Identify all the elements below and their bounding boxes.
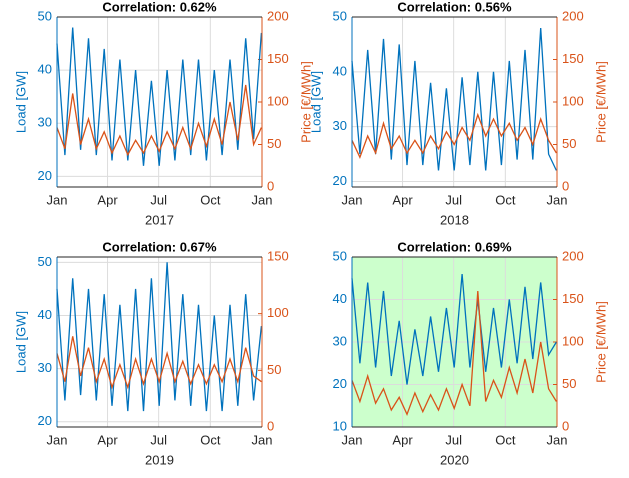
y-tick-label: 50 [333,8,347,23]
y-axis-label: Load [GW] [13,71,28,133]
x-tick-label: Oct [495,192,516,207]
y2-tick-label: 200 [562,8,584,23]
y-tick-label: 30 [333,333,347,348]
x-tick-label: Jan [342,432,363,447]
y-tick-label: 50 [333,248,347,263]
y-axis-label: Load [GW] [308,71,323,133]
y-axis-label: Load [GW] [13,311,28,373]
plot-area [352,17,557,187]
x-tick-label: Apr [97,192,118,207]
chart-title: Correlation: 0.69% [397,239,512,254]
y2-axis-label: Price [€/MWh] [298,61,313,143]
x-tick-label: Oct [200,432,221,447]
x-tick-label: Jan [342,192,363,207]
x-tick-label: Jan [252,432,273,447]
y-tick-label: 40 [333,291,347,306]
x-tick-label: Apr [392,192,413,207]
y2-tick-label: 100 [267,305,289,320]
y2-tick-label: 150 [267,248,289,263]
series-line [56,336,262,390]
x-tick-label: Jan [47,192,68,207]
y2-tick-label: 50 [267,362,281,377]
x-tick-label: Oct [495,432,516,447]
x-tick-label: Oct [200,192,221,207]
x-tick-label: Jan [252,192,273,207]
y-tick-label: 10 [333,418,347,433]
y-tick-label: 50 [38,254,52,269]
x-tick-label: Jul [445,432,462,447]
y2-tick-label: 0 [267,418,274,433]
series-line [351,112,557,159]
x-tick-label: Jan [47,432,68,447]
y-tick-label: 30 [38,115,52,130]
x-tick-label: Jul [150,432,167,447]
y-tick-label: 40 [38,62,52,77]
y2-tick-label: 100 [562,333,584,348]
x-axis-label: 2018 [440,212,469,227]
y2-tick-label: 150 [562,291,584,306]
series-line [351,290,557,416]
y-tick-label: 50 [38,8,52,23]
chart-title: Correlation: 0.67% [102,239,217,254]
y2-axis-label: Price [€/MWh] [593,61,608,143]
x-tick-label: Apr [392,432,413,447]
chart-title: Correlation: 0.62% [102,0,217,14]
y-tick-label: 20 [38,168,52,183]
y2-tick-label: 200 [267,8,289,23]
y-tick-label: 40 [333,63,347,78]
y2-tick-label: 50 [267,136,281,151]
y2-tick-label: 0 [562,418,569,433]
x-tick-label: Jul [445,192,462,207]
x-tick-label: Apr [97,432,118,447]
x-axis-label: 2020 [440,452,469,467]
y-tick-label: 30 [38,360,52,375]
y-tick-label: 20 [333,173,347,188]
y-tick-label: 40 [38,307,52,322]
y-tick-label: 20 [333,376,347,391]
series-line [351,27,557,171]
y2-tick-label: 100 [267,93,289,108]
series-line [56,27,263,166]
x-axis-label: 2017 [145,212,174,227]
y2-tick-label: 150 [562,51,584,66]
y2-axis-label: Price [€/MWh] [593,301,608,383]
y-tick-label: 20 [38,413,52,428]
y2-tick-label: 100 [562,93,584,108]
series-line [351,273,557,385]
series-line [56,262,263,412]
x-tick-label: Jul [150,192,167,207]
x-tick-label: Jan [547,192,568,207]
y2-tick-label: 50 [562,136,576,151]
y2-tick-label: 200 [562,248,584,263]
x-axis-label: 2019 [145,452,174,467]
y2-tick-label: 150 [267,51,289,66]
y-tick-label: 30 [333,118,347,133]
chart-title: Correlation: 0.56% [397,0,512,14]
y2-tick-label: 0 [562,178,569,193]
series-line [56,84,262,157]
y2-tick-label: 50 [562,376,576,391]
y2-tick-label: 0 [267,178,274,193]
x-tick-label: Jan [547,432,568,447]
